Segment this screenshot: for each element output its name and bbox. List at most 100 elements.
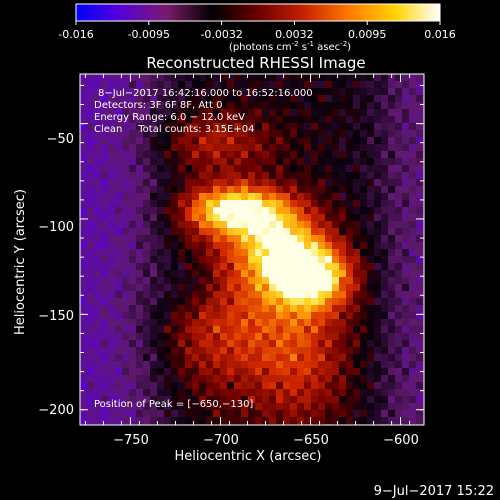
heatmap-cell bbox=[122, 382, 130, 390]
heatmap-cell bbox=[248, 179, 256, 187]
heatmap-cell bbox=[353, 333, 361, 341]
heatmap-cell bbox=[129, 116, 137, 124]
heatmap-cell bbox=[276, 326, 284, 334]
colorbar-tick-label: 0.0095 bbox=[348, 28, 387, 41]
heatmap-cell bbox=[80, 256, 88, 264]
heatmap-cell bbox=[108, 403, 116, 411]
heatmap-cell bbox=[206, 340, 214, 348]
heatmap-cell bbox=[255, 123, 263, 131]
heatmap-cell bbox=[325, 130, 333, 138]
heatmap-cell bbox=[297, 270, 305, 278]
heatmap-cell bbox=[353, 179, 361, 187]
heatmap-cell bbox=[339, 291, 347, 299]
heatmap-cell bbox=[262, 256, 270, 264]
heatmap-cell bbox=[381, 319, 389, 327]
heatmap-cell bbox=[416, 221, 424, 229]
heatmap-cell bbox=[360, 277, 368, 285]
heatmap-cell bbox=[402, 389, 410, 397]
colorbar-tick-label: -0.016 bbox=[58, 28, 93, 41]
heatmap-cell bbox=[122, 81, 130, 89]
heatmap-cell bbox=[227, 263, 235, 271]
heatmap-cell bbox=[304, 88, 312, 96]
heatmap-cell bbox=[381, 291, 389, 299]
heatmap-cell bbox=[192, 277, 200, 285]
heatmap-cell bbox=[262, 151, 270, 159]
heatmap-cell bbox=[227, 179, 235, 187]
heatmap-cell bbox=[220, 410, 228, 418]
heatmap-cell bbox=[129, 277, 137, 285]
heatmap-cell bbox=[311, 95, 319, 103]
heatmap-cell bbox=[241, 186, 249, 194]
heatmap-cell bbox=[283, 340, 291, 348]
heatmap-cell bbox=[262, 298, 270, 306]
heatmap-cell bbox=[262, 305, 270, 313]
heatmap-cell bbox=[416, 179, 424, 187]
heatmap-cell bbox=[234, 151, 242, 159]
heatmap-cell bbox=[262, 109, 270, 117]
heatmap-cell bbox=[276, 123, 284, 131]
heatmap-cell bbox=[248, 130, 256, 138]
heatmap-cell bbox=[129, 137, 137, 145]
heatmap-cell bbox=[402, 291, 410, 299]
heatmap-cell bbox=[367, 361, 375, 369]
heatmap-cell bbox=[115, 130, 123, 138]
heatmap-cell bbox=[255, 228, 263, 236]
heatmap-cell bbox=[395, 165, 403, 173]
heatmap-cell bbox=[234, 207, 242, 215]
heatmap-cell bbox=[136, 116, 144, 124]
heatmap-cell bbox=[269, 137, 277, 145]
heatmap-cell bbox=[318, 333, 326, 341]
heatmap-cell bbox=[374, 305, 382, 313]
heatmap-cell bbox=[332, 354, 340, 362]
heatmap-cell bbox=[122, 242, 130, 250]
heatmap-cell bbox=[311, 130, 319, 138]
heatmap-cell bbox=[101, 116, 109, 124]
heatmap-cell bbox=[164, 165, 172, 173]
heatmap-cell bbox=[402, 256, 410, 264]
heatmap-cell bbox=[346, 207, 354, 215]
heatmap-cell bbox=[339, 186, 347, 194]
heatmap-cell bbox=[150, 263, 158, 271]
heatmap-cell bbox=[402, 249, 410, 257]
heatmap-cell bbox=[304, 284, 312, 292]
heatmap-cell bbox=[416, 214, 424, 222]
heatmap-cell bbox=[402, 151, 410, 159]
heatmap-cell bbox=[80, 137, 88, 145]
heatmap-cell bbox=[346, 375, 354, 383]
heatmap-cell bbox=[283, 291, 291, 299]
heatmap-cell bbox=[290, 389, 298, 397]
heatmap-cell bbox=[332, 312, 340, 320]
heatmap-cell bbox=[318, 186, 326, 194]
heatmap-cell bbox=[269, 263, 277, 271]
heatmap-cell bbox=[87, 130, 95, 138]
heatmap-cell bbox=[101, 270, 109, 278]
heatmap-cell bbox=[234, 361, 242, 369]
heatmap-cell bbox=[227, 333, 235, 341]
heatmap-cell bbox=[262, 200, 270, 208]
heatmap-cell bbox=[248, 389, 256, 397]
heatmap-cell bbox=[136, 333, 144, 341]
heatmap-cell bbox=[122, 410, 130, 418]
heatmap-cell bbox=[290, 137, 298, 145]
heatmap-cell bbox=[276, 340, 284, 348]
heatmap-cell bbox=[381, 389, 389, 397]
heatmap-cell bbox=[367, 242, 375, 250]
heatmap-cell bbox=[136, 382, 144, 390]
heatmap-cell bbox=[304, 158, 312, 166]
heatmap-cell bbox=[381, 354, 389, 362]
heatmap-cell bbox=[416, 326, 424, 334]
heatmap-cell bbox=[143, 144, 151, 152]
heatmap-cell bbox=[276, 109, 284, 117]
heatmap-cell bbox=[318, 235, 326, 243]
heatmap-cell bbox=[101, 340, 109, 348]
heatmap-cell bbox=[318, 81, 326, 89]
heatmap-cell bbox=[346, 403, 354, 411]
heatmap-cell bbox=[311, 165, 319, 173]
heatmap-cell bbox=[80, 207, 88, 215]
heatmap-cell bbox=[346, 158, 354, 166]
heatmap-cell bbox=[416, 333, 424, 341]
heatmap-cell bbox=[353, 403, 361, 411]
heatmap-cell bbox=[171, 242, 179, 250]
heatmap-cell bbox=[311, 214, 319, 222]
heatmap-cell bbox=[143, 214, 151, 222]
